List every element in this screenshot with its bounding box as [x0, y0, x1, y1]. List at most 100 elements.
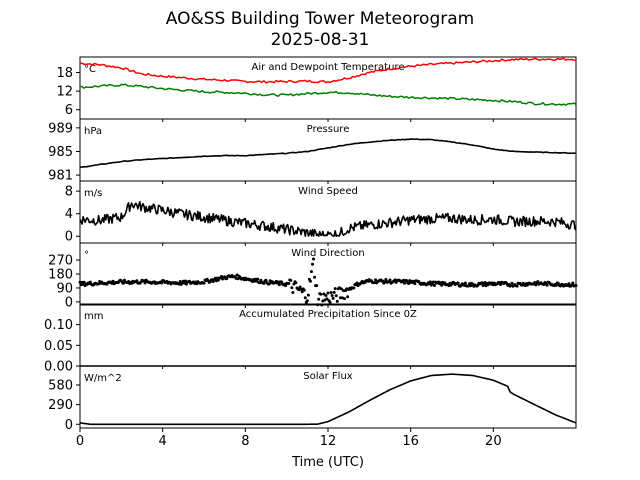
y-tick-label: 0.10	[44, 318, 73, 333]
panel-title: Wind Speed	[298, 186, 358, 197]
wind-direction-point	[313, 275, 317, 279]
wind-direction-point	[339, 287, 343, 291]
panel-5: Solar Flux W/m^2 0 290 580 0 4 8 12 16 20	[48, 365, 577, 449]
wind-direction-point	[335, 299, 339, 303]
y-tick-label: 989	[48, 121, 73, 136]
wind-direction-point	[374, 278, 378, 282]
wind-direction-point	[428, 280, 432, 284]
series-line-1	[79, 83, 577, 106]
wind-direction-point	[388, 278, 392, 282]
unit-label: °C	[84, 64, 96, 75]
y-tick-label: 0	[65, 418, 73, 433]
figure-title: AO&SS Building Tower Meteorogram	[166, 9, 474, 29]
unit-label: hPa	[84, 126, 102, 137]
unit-label: m/s	[84, 188, 102, 199]
wind-direction-point	[545, 283, 549, 287]
y-tick-label: 180	[48, 268, 73, 283]
panel-title: Wind Direction	[291, 248, 365, 259]
wind-direction-point	[324, 293, 328, 297]
wind-direction-point	[315, 284, 319, 288]
wind-direction-point	[280, 280, 283, 284]
y-tick-label: 12	[56, 85, 73, 100]
wind-direction-point	[306, 293, 310, 297]
wind-direction-point	[325, 297, 329, 301]
wind-direction-point	[554, 283, 558, 287]
y-tick-label: 0	[65, 230, 73, 245]
wind-direction-point	[480, 281, 484, 285]
wind-direction-point	[264, 278, 268, 282]
wind-direction-point	[308, 279, 312, 283]
wind-direction-point	[515, 284, 519, 288]
unit-label: mm	[84, 311, 103, 322]
y-tick-label: 18	[56, 66, 73, 81]
wind-direction-point	[329, 290, 333, 294]
y-tick-label: 981	[48, 169, 73, 184]
wind-direction-point	[160, 281, 164, 285]
wind-direction-point	[567, 282, 571, 286]
wind-direction-point	[338, 296, 342, 300]
wind-direction-point	[510, 281, 514, 285]
wind-direction-point	[311, 262, 314, 266]
x-axis-label: Time (UTC)	[291, 455, 364, 470]
wind-direction-point	[135, 279, 139, 283]
wind-direction-point	[352, 286, 356, 290]
figure-date: 2025-08-31	[271, 30, 370, 50]
wind-direction-point	[331, 296, 335, 300]
wind-direction-point	[346, 295, 350, 299]
wind-direction-point	[303, 296, 307, 300]
wind-direction-point	[143, 281, 147, 285]
x-tick-label: 8	[241, 434, 249, 449]
wind-direction-point	[432, 284, 436, 288]
x-tick-label: 16	[402, 434, 419, 449]
wind-direction-point	[536, 280, 540, 284]
panel-0: Air and Dewpoint Temperature °C 6 12 18	[56, 56, 577, 122]
y-tick-label: 6	[65, 103, 73, 118]
panels-group: Air and Dewpoint Temperature °C 6 12 18 Press…	[44, 56, 578, 449]
wind-direction-point	[302, 288, 306, 292]
x-tick-label: 4	[159, 434, 167, 449]
x-tick-label: 12	[320, 434, 337, 449]
y-tick-label: 0	[65, 295, 73, 310]
y-tick-label: 90	[56, 281, 73, 296]
unit-label: W/m^2	[84, 373, 122, 384]
wind-direction-point	[294, 281, 298, 285]
wind-direction-point	[469, 284, 473, 288]
wind-direction-point	[328, 300, 332, 304]
wind-direction-point	[309, 270, 313, 274]
wind-direction-point	[287, 281, 291, 285]
wind-direction-point	[298, 285, 302, 289]
y-tick-label: 290	[48, 398, 73, 413]
y-tick-label: 985	[48, 145, 73, 160]
series-line-0	[80, 57, 577, 84]
wind-direction-point	[82, 280, 86, 284]
x-tick-label: 20	[485, 434, 502, 449]
panel-title: Solar Flux	[303, 371, 353, 382]
wind-direction-point	[111, 279, 115, 283]
panel-title: Pressure	[307, 124, 350, 135]
y-tick-label: 0.00	[44, 360, 73, 375]
x-tick-label: 0	[76, 434, 84, 449]
y-tick-label: 8	[65, 185, 73, 200]
unit-label: °	[84, 250, 89, 261]
y-tick-label: 270	[48, 254, 73, 269]
wind-direction-point	[317, 297, 321, 301]
wind-direction-point	[343, 297, 347, 301]
wind-direction-point	[326, 291, 330, 295]
panel-1: Pressure hPa 981 985 989	[48, 118, 577, 184]
wind-direction-point	[300, 290, 304, 294]
wind-direction-point	[456, 281, 460, 285]
wind-direction-point	[384, 277, 388, 281]
wind-direction-point	[413, 282, 417, 286]
wind-direction-point	[305, 299, 309, 303]
wind-direction-point	[312, 257, 316, 261]
wind-direction-point	[402, 281, 406, 285]
wind-direction-point	[256, 277, 260, 281]
wind-direction-point	[284, 284, 288, 288]
panel-title: Air and Dewpoint Temperature	[252, 62, 405, 73]
y-tick-label: 580	[48, 378, 73, 393]
wind-direction-point	[291, 291, 295, 295]
wind-direction-point	[262, 281, 266, 285]
series-line-0	[79, 138, 577, 168]
